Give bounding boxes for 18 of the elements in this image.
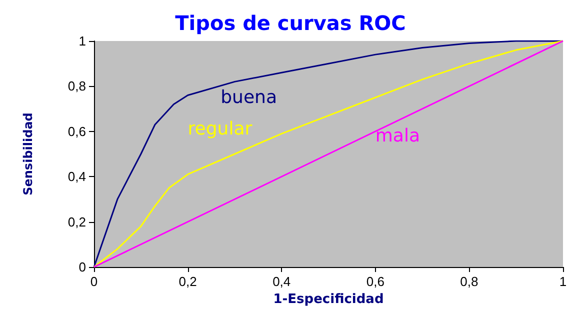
x-tick-label: 0,2 xyxy=(178,274,197,289)
x-tick-label: 0,4 xyxy=(272,274,291,289)
series-label: regular xyxy=(188,118,253,140)
series-label: mala xyxy=(375,125,420,146)
y-tick-label: 0,4 xyxy=(68,169,86,184)
x-tick-label: 0,8 xyxy=(460,274,478,289)
x-tick-label: 0,6 xyxy=(366,274,384,289)
series-label: buena xyxy=(220,87,277,108)
y-tick-label: 0,2 xyxy=(68,214,86,230)
x-tick-label: 1 xyxy=(559,274,567,289)
y-axis-title: Sensibilidad xyxy=(21,112,35,196)
y-tick-label: 1 xyxy=(78,34,86,48)
chart-title: Tipos de curvas ROC xyxy=(175,11,406,35)
y-tick-label: 0,8 xyxy=(68,78,86,94)
x-tick-label: 0 xyxy=(90,274,98,289)
x-axis-title: 1-Especificidad xyxy=(273,292,384,307)
y-tick-label: 0,6 xyxy=(68,124,86,139)
y-tick-label: 0 xyxy=(78,260,86,274)
